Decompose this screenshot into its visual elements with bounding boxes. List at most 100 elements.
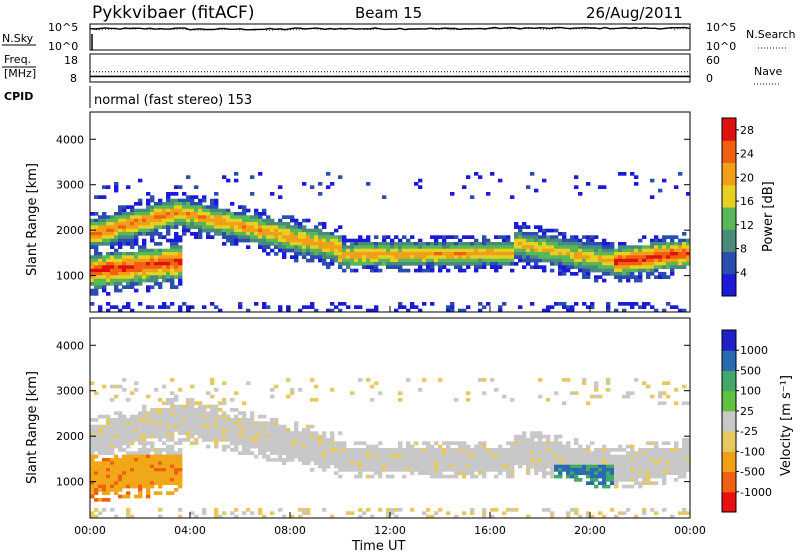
heatmap-cell <box>150 478 155 482</box>
heatmap-cell <box>582 464 587 469</box>
heatmap-cell <box>122 418 127 422</box>
heatmap-cell <box>122 228 127 233</box>
heatmap-cell <box>442 464 447 469</box>
heatmap-cell <box>242 215 247 219</box>
heatmap-cell <box>546 464 551 469</box>
heatmap-cell <box>314 461 319 465</box>
heatmap-cell <box>106 458 111 462</box>
heatmap-cell <box>686 242 691 246</box>
heatmap-cell <box>122 232 127 236</box>
heatmap-cell <box>102 262 107 266</box>
heatmap-cell <box>114 265 119 269</box>
heatmap-cell <box>354 451 359 455</box>
heatmap-cell <box>666 275 671 279</box>
heatmap-cell <box>110 418 115 422</box>
heatmap-cell <box>626 258 631 263</box>
heatmap-cell <box>310 242 315 246</box>
heatmap-cell <box>422 471 427 475</box>
heatmap-cell <box>662 238 667 243</box>
heatmap-cell <box>142 481 147 485</box>
heatmap-cell <box>266 448 271 452</box>
heatmap-cell <box>218 401 223 405</box>
heatmap-cell <box>278 434 283 439</box>
heatmap-cell <box>642 451 647 455</box>
heatmap-cell <box>158 262 163 266</box>
heatmap-cell <box>438 464 443 469</box>
heatmap-cell <box>642 252 647 256</box>
heatmap-cell <box>158 418 163 422</box>
heatmap-cell <box>446 305 451 309</box>
heatmap-cell <box>458 248 463 253</box>
heatmap-cell <box>658 461 663 465</box>
heatmap-cell <box>482 245 487 249</box>
heatmap-cell <box>678 265 683 269</box>
heatmap-cell <box>358 451 363 455</box>
velocity-colorbar-segment-4 <box>722 410 736 432</box>
heatmap-cell <box>102 478 107 482</box>
heatmap-cell <box>322 252 327 256</box>
heatmap-cell <box>634 454 639 459</box>
heatmap-cell <box>606 268 611 273</box>
heatmap-cell <box>170 285 175 289</box>
heatmap-cell <box>654 461 659 465</box>
heatmap-cell <box>406 252 411 256</box>
heatmap-cell <box>194 215 199 219</box>
heatmap-cell <box>90 461 95 465</box>
heatmap-cell <box>266 232 271 236</box>
heatmap-cell <box>102 282 107 286</box>
heatmap-cell <box>550 441 555 445</box>
heatmap-cell <box>594 381 599 385</box>
heatmap-cell <box>166 225 171 229</box>
heatmap-cell <box>386 262 391 266</box>
heatmap-cell <box>466 248 471 253</box>
heatmap-cell <box>574 464 579 469</box>
heatmap-cell <box>314 238 319 243</box>
heatmap-cell <box>326 448 331 452</box>
heatmap-cell <box>138 458 143 462</box>
heatmap-cell <box>250 428 255 432</box>
heatmap-cell <box>510 268 515 273</box>
heatmap-cell <box>206 208 211 213</box>
heatmap-cell <box>158 411 163 415</box>
heatmap-cell <box>126 481 131 485</box>
heatmap-cell <box>214 232 219 236</box>
heatmap-cell <box>298 232 303 236</box>
heatmap-cell <box>278 431 283 435</box>
heatmap-cell <box>326 238 331 243</box>
heatmap-cell <box>490 454 495 459</box>
heatmap-cell <box>566 265 571 269</box>
heatmap-cell <box>354 252 359 256</box>
heatmap-cell <box>370 245 375 249</box>
heatmap-cell <box>138 448 143 452</box>
heatmap-cell <box>162 471 167 475</box>
heatmap-cell <box>118 258 123 263</box>
heatmap-cell <box>166 248 171 253</box>
heatmap-cell <box>230 215 235 219</box>
heatmap-cell <box>450 258 455 263</box>
heatmap-cell <box>114 441 119 445</box>
heatmap-cell <box>210 235 215 239</box>
heatmap-cell <box>386 464 391 469</box>
heatmap-cell <box>426 471 431 475</box>
heatmap-cell <box>110 421 115 425</box>
heatmap-cell <box>94 428 99 432</box>
x-tick-label-2: 08:00 <box>274 524 306 537</box>
heatmap-cell <box>478 245 483 249</box>
heatmap-cell <box>550 474 555 479</box>
heatmap-cell <box>262 421 267 425</box>
heatmap-cell <box>142 424 147 429</box>
heatmap-cell <box>514 255 519 259</box>
heatmap-cell <box>566 471 571 475</box>
heatmap-cell <box>274 444 279 449</box>
heatmap-cell <box>650 178 655 183</box>
heatmap-cell <box>350 464 355 469</box>
heatmap-cell <box>158 215 163 219</box>
heatmap-cell <box>646 258 651 263</box>
heatmap-cell <box>494 258 499 263</box>
heatmap-cell <box>102 448 107 452</box>
heatmap-cell <box>582 275 587 279</box>
heatmap-cell <box>194 185 199 189</box>
heatmap-cell <box>290 441 295 445</box>
heatmap-cell <box>606 308 611 313</box>
heatmap-cell <box>594 471 599 475</box>
